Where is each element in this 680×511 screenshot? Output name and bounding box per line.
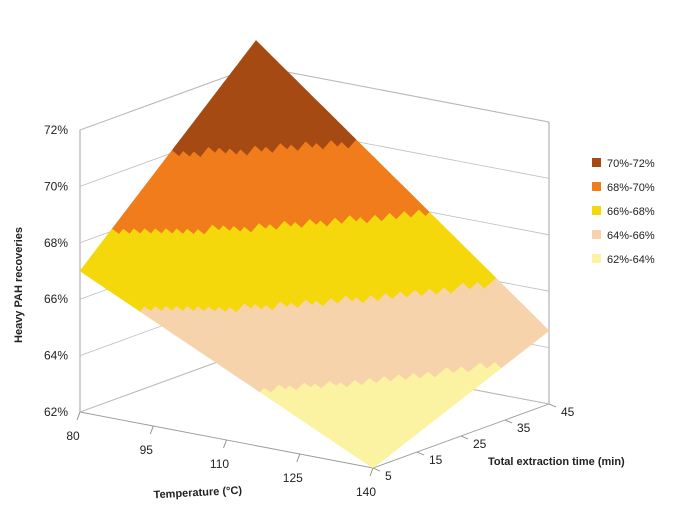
z-tick-label: 62% [44, 405, 68, 419]
y-tick-label: 5 [385, 469, 392, 483]
y-tick-mark [504, 419, 513, 424]
y-tick-mark [548, 403, 557, 408]
y-tick-mark [416, 451, 425, 456]
x-tick-mark [223, 439, 227, 449]
legend-swatch [592, 182, 601, 191]
x-tick-label: 110 [210, 457, 229, 471]
legend-swatch [592, 230, 601, 239]
axis-ticks: 62% 64% 66% 68% 70% 72% 80 95 110 125 140 5 15 25 35 45 [44, 123, 575, 499]
legend-swatch [592, 206, 601, 215]
z-tick-label: 70% [44, 179, 68, 193]
legend-entry: 68%-70% [607, 182, 655, 194]
y-tick-label: 25 [473, 437, 487, 451]
x-tick-mark [149, 425, 154, 435]
x-axis-title: Temperature (°C) [153, 485, 242, 502]
x-tick-label: 140 [356, 485, 376, 499]
z-axis-title: Heavy PAH recoveries [13, 227, 25, 343]
z-tick-label: 72% [44, 123, 68, 137]
x-tick-mark [369, 467, 374, 477]
legend-swatch [592, 158, 601, 167]
y-tick-label: 35 [517, 421, 531, 435]
legend: 70%-72% 68%-70% 66%-68% 64%-66% 62%-64% [592, 158, 655, 266]
legend-entry: 66%-68% [607, 206, 655, 218]
y-tick-label: 15 [429, 453, 443, 467]
x-tick-mark [296, 453, 301, 463]
surface-cell [79, 265, 92, 276]
legend-entry: 64%-66% [607, 230, 655, 242]
x-tick-label: 95 [140, 443, 154, 457]
x-tick-label: 80 [66, 429, 80, 443]
y-tick-mark [372, 467, 381, 472]
z-tick-label: 66% [44, 292, 68, 306]
legend-entry: 62%-64% [607, 254, 655, 266]
legend-swatch [592, 254, 601, 263]
x-tick-label: 125 [283, 471, 303, 485]
y-tick-mark [460, 435, 469, 440]
y-tick-label: 45 [561, 405, 575, 419]
z-tick-label: 68% [44, 236, 68, 250]
surface-plot [79, 40, 550, 469]
legend-entry: 70%-72% [607, 158, 655, 170]
z-tick-label: 64% [44, 349, 68, 363]
x-tick-mark [76, 411, 81, 421]
y-axis-title: Total extraction time (min) [488, 456, 625, 468]
